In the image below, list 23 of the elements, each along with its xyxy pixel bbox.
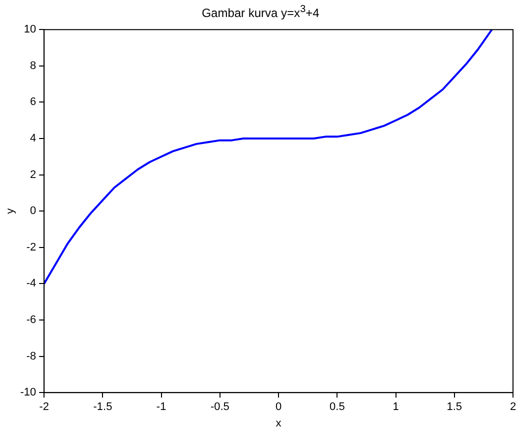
- x-tick-label: 2: [510, 401, 516, 414]
- y-tick-label: 4: [30, 132, 36, 145]
- x-tick-label: -0.5: [210, 401, 230, 414]
- y-tick-label: 8: [30, 60, 36, 72]
- y-tick-label: -4: [26, 278, 36, 290]
- x-tick-label: 0.5: [330, 401, 345, 414]
- x-tick-label: 1.5: [446, 401, 462, 414]
- y-tick-label: -8: [26, 350, 36, 362]
- y-axis-title: y: [4, 208, 17, 214]
- y-tick-label: 6: [30, 96, 36, 108]
- y-tick-label: -6: [26, 314, 36, 326]
- x-axis-title: x: [276, 417, 282, 430]
- x-tick-label: -1.5: [93, 401, 112, 414]
- y-tick-label: -10: [20, 386, 36, 399]
- y-tick-label: -2: [26, 241, 36, 254]
- y-tick-label: 10: [24, 24, 36, 36]
- x-tick-label: 1: [392, 401, 399, 414]
- chart-title: Gambar kurva y=x$^{3}$+4: [200, 4, 320, 20]
- x-tick-label: -1: [156, 401, 166, 414]
- y-tick-label: 2: [30, 168, 36, 181]
- x-tick-label: 0: [275, 401, 282, 414]
- y-tick-label: 0: [30, 205, 36, 218]
- x-tick-label: -2: [39, 401, 49, 414]
